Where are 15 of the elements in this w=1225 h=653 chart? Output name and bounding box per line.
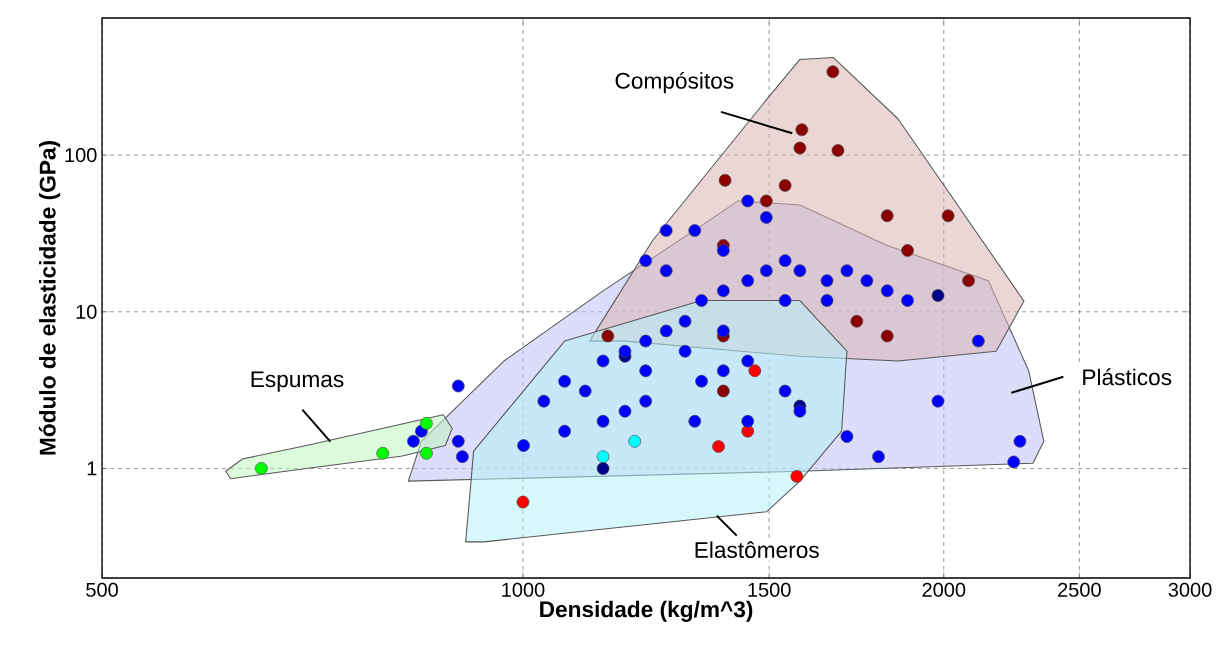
y-tick-label: 1	[87, 461, 97, 476]
x-tick-label: 2000	[922, 582, 966, 597]
text: Plásticos	[1083, 368, 1172, 386]
x-axis-title: Densidade (kg/m^3)	[540, 600, 753, 622]
x-tick-label: 3000	[1168, 582, 1212, 597]
x-tick-label: 1000	[502, 582, 545, 597]
x-tick-label: 500	[86, 582, 118, 597]
series-label: Espumas	[251, 371, 344, 392]
y-tick-label: 100	[65, 148, 97, 163]
y-axis-title: Módulo de elasticidade (GPa)	[38, 141, 61, 455]
series-label: Elastômeros	[695, 541, 819, 559]
series-label: Compósitos	[615, 71, 734, 94]
x-tick-label: 2500	[1058, 582, 1101, 597]
x-tick-label: 1500	[748, 582, 791, 597]
y-tick-label: 10	[76, 304, 97, 319]
